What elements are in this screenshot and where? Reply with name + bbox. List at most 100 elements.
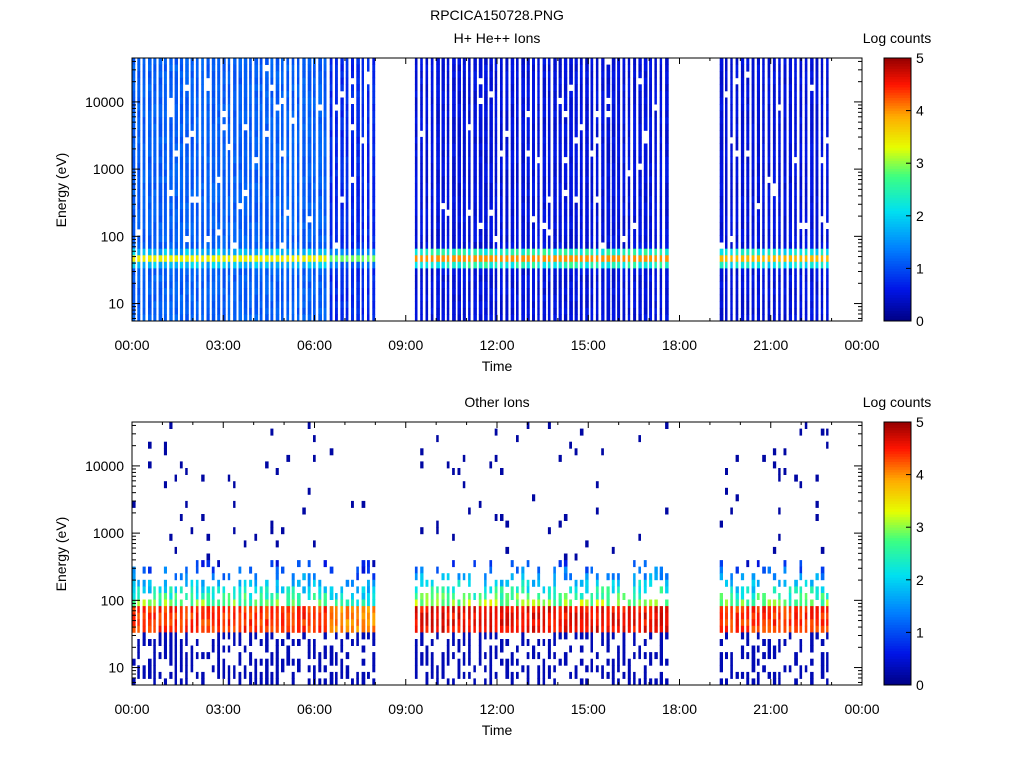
spectrogram-cell [821, 124, 823, 131]
spectrogram-cell [185, 176, 189, 183]
spectrogram-cell [313, 111, 316, 118]
spectrogram-cell [826, 295, 829, 302]
spectrogram-cell [495, 268, 498, 275]
spectrogram-cell [330, 242, 333, 249]
spectrogram-cell [159, 262, 163, 269]
spectrogram-cell [752, 190, 755, 197]
spectrogram-cell [191, 163, 194, 170]
spectrogram-column [318, 58, 322, 321]
spectrogram-cell [564, 236, 567, 243]
spectrogram-cell [233, 58, 236, 65]
spectrogram-cell [473, 222, 477, 229]
colorbar-tick-label: 0 [916, 313, 924, 329]
spectrogram-column [313, 58, 316, 321]
spectrogram-cell [720, 236, 724, 243]
spectrogram-cell [260, 255, 263, 262]
spectrogram-cell [768, 137, 771, 144]
spectrogram-cell [580, 71, 583, 78]
spectrogram-cell [239, 150, 243, 157]
spectrogram-cell [660, 196, 662, 203]
spectrogram-cell [511, 163, 515, 170]
spectrogram-cell [548, 314, 551, 321]
spectrogram-cell [367, 157, 370, 164]
spectrogram-cell [559, 117, 562, 124]
spectrogram-cell [318, 144, 322, 151]
spectrogram-cell [159, 606, 162, 613]
spectrogram-cell [217, 268, 220, 275]
spectrogram-cell [543, 111, 547, 118]
spectrogram-cell [601, 262, 604, 269]
spectrogram-cell [175, 275, 178, 282]
spectrogram-cell [789, 190, 792, 197]
spectrogram-cell [228, 65, 230, 72]
spectrogram-cell [532, 71, 535, 78]
spectrogram-cell [649, 282, 652, 289]
spectrogram-cell [601, 157, 604, 164]
spectrogram-cell [623, 71, 626, 78]
spectrogram-cell [489, 111, 493, 118]
spectrogram-cell [623, 124, 626, 131]
spectrogram-cell [654, 130, 657, 137]
spectrogram-cell [649, 144, 652, 151]
spectrogram-cell [356, 229, 360, 236]
spectrogram-cell [816, 196, 819, 203]
spectrogram-cell [164, 255, 167, 262]
spectrogram-cell [633, 58, 636, 65]
spectrogram-cell [292, 209, 295, 216]
spectrogram-cell [720, 130, 724, 137]
spectrogram-cell [452, 203, 456, 210]
spectrogram-cell [233, 176, 236, 183]
spectrogram-cell [324, 117, 327, 124]
spectrogram-cell [169, 600, 172, 607]
spectrogram-cell [591, 137, 594, 144]
spectrogram-cell [276, 275, 280, 282]
spectrogram-cell [351, 84, 354, 91]
spectrogram-cell [239, 255, 243, 262]
spectrogram-cell [281, 268, 284, 275]
spectrogram-column [784, 58, 787, 321]
spectrogram-cell [318, 71, 322, 78]
spectrogram-cell [789, 124, 792, 131]
spectrogram-cell [628, 65, 630, 72]
spectrogram-cell [180, 222, 183, 229]
spectrogram-cell [794, 71, 797, 78]
spectrogram-cell [543, 301, 547, 308]
spectrogram-cell [270, 71, 273, 78]
spectrogram-cell [649, 130, 652, 137]
spectrogram-cell [254, 196, 258, 203]
spectrogram-cell [821, 78, 823, 85]
spectrogram-cell [479, 209, 483, 216]
spectrogram-cell [340, 203, 343, 210]
spectrogram-cell [143, 157, 146, 164]
spectrogram-cell [521, 222, 525, 229]
spectrogram-cell [228, 222, 230, 229]
spectrogram-cell [730, 124, 732, 131]
spectrogram-cell [201, 117, 204, 124]
spectrogram-cell [346, 91, 349, 98]
spectrogram-cell [426, 242, 429, 249]
spectrogram-cell [335, 91, 338, 98]
spectrogram-cell [367, 117, 370, 124]
spectrogram-cell [452, 98, 456, 105]
spectrogram-cell [725, 236, 728, 243]
spectrogram-cell [784, 268, 787, 275]
spectrogram-cell [426, 308, 429, 315]
spectrogram-column [367, 58, 370, 321]
spectrogram-cell [436, 130, 440, 137]
spectrogram-cell [244, 71, 248, 78]
spectrogram-cell [164, 111, 167, 118]
spectrogram-cell [137, 242, 140, 249]
spectrogram-cell [175, 104, 178, 111]
spectrogram-cell [431, 157, 434, 164]
spectrogram-cell [585, 78, 589, 85]
spectrogram-cell [794, 268, 797, 275]
spectrogram-cell [810, 111, 814, 118]
spectrogram-cell [196, 216, 199, 223]
spectrogram-cell [292, 222, 295, 229]
spectrogram-cell [511, 130, 515, 137]
spectrogram-cell [420, 314, 423, 321]
spectrogram-cell [442, 170, 445, 177]
spectrogram-cell [228, 157, 230, 164]
spectrogram-cell [516, 282, 519, 289]
spectrogram-cell [805, 203, 808, 210]
